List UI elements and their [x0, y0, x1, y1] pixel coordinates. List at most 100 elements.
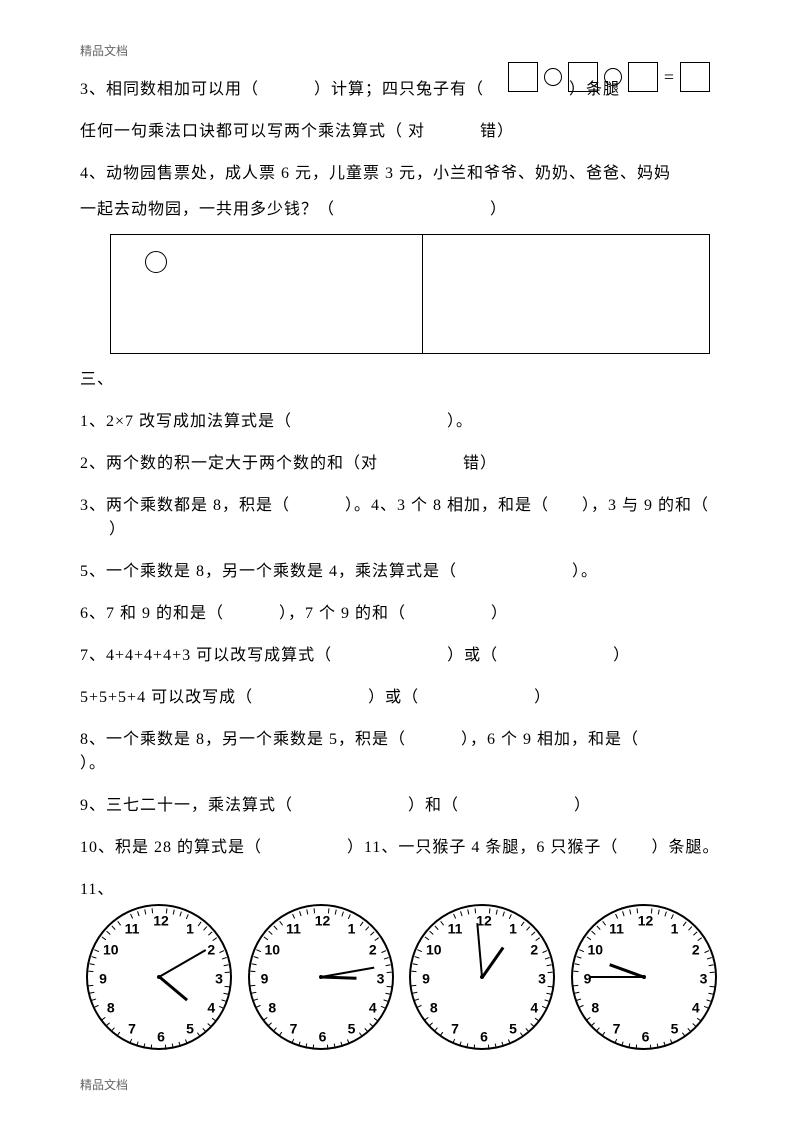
clock-number: 10	[587, 940, 603, 961]
s3q5-p1: 5、一个乘数是 8，另一个乘数是 4，乘法算式是（	[80, 563, 457, 580]
eq-equals: =	[664, 64, 674, 91]
s3q10-p3: ）条腿。	[651, 839, 719, 856]
eq-box-4	[680, 62, 710, 92]
s3q9-p2: ）和（	[408, 797, 459, 814]
clock-number: 8	[107, 998, 115, 1019]
s3q3-p4: ）	[109, 521, 126, 538]
eq-circle-1	[544, 68, 562, 86]
q3b-true: 对	[408, 123, 425, 140]
clock-number: 5	[348, 1019, 356, 1040]
clock-number: 4	[369, 998, 377, 1019]
s3-q7: 7、4+4+4+4+3 可以改写成算式（ ）或（ ）	[80, 644, 720, 668]
s3q3-p1: 3、两个乘数都是 8，积是（	[80, 497, 290, 514]
q3b-text-1: 任何一句乘法口诀都可以写两个乘法算式（	[80, 123, 403, 140]
clock-number: 3	[215, 969, 223, 990]
q3b-false: 错）	[480, 123, 514, 140]
clock-number: 5	[186, 1019, 194, 1040]
clock-number: 2	[207, 940, 215, 961]
minute-hand	[590, 976, 644, 978]
clock-number: 1	[186, 918, 194, 939]
clock-number: 7	[613, 1019, 621, 1040]
clock-number: 1	[509, 918, 517, 939]
eq-circle-2	[604, 68, 622, 86]
clock-number: 6	[642, 1027, 650, 1048]
clock-number: 4	[530, 998, 538, 1019]
s3q8-p3: ）。	[80, 755, 106, 772]
equation-boxes: =	[508, 62, 710, 92]
s3q5-p2: ）。	[572, 563, 598, 580]
clock-number: 7	[290, 1019, 298, 1040]
clock-number: 10	[103, 940, 119, 961]
s3-q11-label: 11、	[80, 878, 720, 902]
clock-3: 123456789101112	[409, 904, 559, 1054]
clock-number: 10	[264, 940, 280, 961]
s3q6-p1: 6、7 和 9 的和是（	[80, 605, 224, 622]
clock-number: 7	[451, 1019, 459, 1040]
clock-number: 11	[448, 918, 463, 939]
eq-box-3	[628, 62, 658, 92]
s3q7b-p2: ）或（	[368, 689, 419, 706]
s3-q5: 5、一个乘数是 8，另一个乘数是 4，乘法算式是（ ）。	[80, 560, 720, 584]
clock-number: 11	[609, 918, 624, 939]
question-3b: 任何一句乘法口诀都可以写两个乘法算式（ 对 错）	[80, 120, 720, 144]
s3q7-p2: ）或（	[447, 647, 498, 664]
clock-number: 6	[157, 1027, 165, 1048]
q3-text-1: 3、相同数相加可以用（	[80, 81, 259, 98]
minute-hand	[159, 949, 207, 978]
clock-1: 123456789101112	[86, 904, 236, 1054]
clock-number: 3	[538, 969, 546, 990]
s3-q2: 2、两个数的积一定大于两个数的和（对 错）	[80, 452, 720, 476]
clock-number: 2	[692, 940, 700, 961]
clock-number: 2	[369, 940, 377, 961]
question-4-line1: 4、动物园售票处，成人票 6 元，儿童票 3 元，小兰和爷爷、奶奶、爸爸、妈妈	[80, 162, 720, 186]
s3q2-p1: 2、两个数的积一定大于两个数的和（对	[80, 455, 378, 472]
clock-number: 7	[128, 1019, 136, 1040]
s3q1-p1: 1、2×7 改写成加法算式是（	[80, 413, 292, 430]
s3q3-p2: ）。4、3 个 8 相加，和是（	[345, 497, 549, 514]
clock-number: 9	[422, 969, 430, 990]
clock-number: 1	[348, 918, 356, 939]
s3q7-p1: 7、4+4+4+4+3 可以改写成算式（	[80, 647, 332, 664]
clock-number: 3	[377, 969, 385, 990]
clock-number: 12	[638, 911, 654, 932]
clock-number: 6	[480, 1027, 488, 1048]
eq-box-2	[568, 62, 598, 92]
answer-box-left	[111, 235, 423, 353]
s3q7b-p3: ）	[534, 689, 551, 706]
eq-box-1	[508, 62, 538, 92]
clocks-row: 1234567891011121234567891011121234567891…	[86, 904, 720, 1054]
clock-number: 2	[530, 940, 538, 961]
clock-number: 9	[99, 969, 107, 990]
s3-q7b: 5+5+5+4 可以改写成（ ）或（ ）	[80, 686, 720, 710]
section-3-heading: 三、	[80, 368, 720, 392]
answer-box	[110, 234, 710, 354]
clock-number: 11	[286, 918, 301, 939]
q4-text-3: ）	[490, 201, 507, 218]
s3q8-p2: ），6 个 9 相加，和是（	[461, 731, 639, 748]
clock-number: 9	[261, 969, 269, 990]
s3q10-p2: ）11、一只猴子 4 条腿，6 只猴子（	[347, 839, 618, 856]
s3q8-p1: 8、一个乘数是 8，另一个乘数是 5，积是（	[80, 731, 406, 748]
clock-number: 10	[426, 940, 442, 961]
clock-number: 12	[315, 911, 331, 932]
clock-number: 4	[207, 998, 215, 1019]
s3q9-p1: 9、三七二十一，乘法算式（	[80, 797, 293, 814]
s3q7b-p1: 5+5+5+4 可以改写成（	[80, 689, 253, 706]
s3-q10: 10、积是 28 的算式是（ ）11、一只猴子 4 条腿，6 只猴子（ ）条腿。	[80, 836, 720, 860]
s3q7-p3: ）	[613, 647, 630, 664]
clock-number: 5	[509, 1019, 517, 1040]
clock-4: 123456789101112	[571, 904, 721, 1054]
hour-hand	[481, 947, 504, 978]
question-4-line2: 一起去动物园，一共用多少钱？（ ）	[80, 198, 720, 222]
s3q1-p2: ）。	[447, 413, 473, 430]
s3q6-p3: ）	[491, 605, 508, 622]
clock-number: 8	[430, 998, 438, 1019]
q4-text-2: 一起去动物园，一共用多少钱？（	[80, 201, 335, 218]
clock-number: 11	[125, 918, 140, 939]
s3q6-p2: ），7 个 9 的和（	[279, 605, 406, 622]
clock-number: 3	[700, 969, 708, 990]
s3q10-p1: 10、积是 28 的算式是（	[80, 839, 262, 856]
s3-q1: 1、2×7 改写成加法算式是（ ）。	[80, 410, 720, 434]
clock-number: 8	[591, 998, 599, 1019]
clock-number: 8	[268, 998, 276, 1019]
